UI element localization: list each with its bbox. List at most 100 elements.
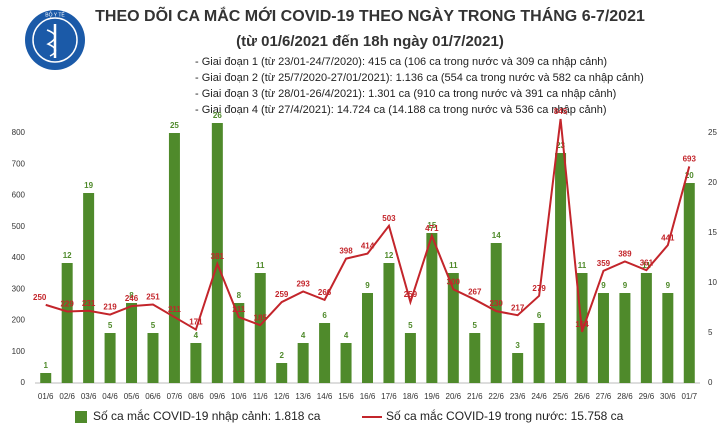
y2-tick-label: 20	[708, 178, 717, 187]
x-tick-label: 16/6	[360, 392, 376, 401]
bar	[683, 183, 695, 383]
note: - Giai đoạn 1 (từ 23/01-24/7/2020): 415 …	[195, 56, 607, 68]
bar	[211, 123, 223, 383]
x-tick-label: 21/6	[467, 392, 483, 401]
line-value-label: 267	[468, 288, 482, 297]
bar-value-label: 12	[384, 251, 393, 260]
bar	[469, 333, 481, 383]
x-tick-label: 04/6	[102, 392, 118, 401]
line-value-label: 231	[82, 299, 96, 308]
y-tick-label: 300	[12, 284, 26, 293]
x-tick-label: 19/6	[424, 392, 440, 401]
x-tick-label: 01/7	[681, 392, 697, 401]
line-value-label: 503	[382, 214, 396, 223]
x-tick-label: 27/6	[596, 392, 612, 401]
line-value-label: 171	[189, 318, 203, 327]
x-tick-label: 17/6	[381, 392, 397, 401]
x-tick-label: 05/6	[124, 392, 140, 401]
bar	[40, 373, 52, 383]
bar	[426, 233, 438, 383]
legend-label: Số ca mắc COVID-19 trong nước: 15.758 ca	[386, 408, 624, 423]
bar-value-label: 20	[685, 171, 694, 180]
bar-value-label: 25	[170, 121, 179, 130]
x-tick-label: 14/6	[317, 392, 333, 401]
line-value-label: 217	[511, 303, 525, 312]
line	[45, 118, 691, 333]
x-tick-label: 12/6	[274, 392, 290, 401]
bar	[555, 153, 567, 383]
line-value-label: 211	[168, 305, 181, 314]
x-tick-label: 02/6	[59, 392, 75, 401]
bar	[619, 293, 631, 383]
line-value-label: 266	[318, 288, 332, 297]
line-value-label: 389	[618, 250, 632, 259]
y-tick-label: 600	[12, 191, 26, 200]
y2-tick-label: 10	[708, 278, 717, 287]
y-tick-label: 0	[21, 378, 26, 387]
x-tick-label: 06/6	[145, 392, 161, 401]
bar	[640, 273, 652, 383]
bar	[168, 133, 180, 383]
x-tick-label: 01/6	[38, 392, 54, 401]
bar-value-label: 9	[666, 281, 671, 290]
x-tick-label: 28/6	[617, 392, 633, 401]
line-value-label: 259	[275, 290, 289, 299]
line-value-label: 164	[575, 320, 589, 329]
x-tick-label: 15/6	[338, 392, 354, 401]
bar-value-label: 14	[492, 231, 501, 240]
x-tick-label: 30/6	[660, 392, 676, 401]
bar-value-label: 11	[578, 261, 587, 270]
x-tick-label: 07/6	[167, 392, 183, 401]
line-value-label: 471	[425, 224, 439, 233]
x-tick-label: 24/6	[531, 392, 547, 401]
x-tick-label: 29/6	[639, 392, 655, 401]
y-tick-label: 800	[12, 128, 26, 137]
bar-value-label: 4	[301, 331, 306, 340]
line-value-label: 246	[125, 294, 139, 303]
x-tick-label: 13/6	[295, 392, 311, 401]
x-tick-label: 23/6	[510, 392, 526, 401]
bar-value-label: 8	[237, 291, 242, 300]
bar	[340, 343, 352, 383]
bar-value-label: 19	[84, 181, 93, 190]
x-tick-label: 20/6	[446, 392, 462, 401]
bar-value-label: 9	[623, 281, 628, 290]
line-value-label: 361	[640, 258, 654, 267]
bar	[512, 353, 524, 383]
y2-tick-label: 25	[708, 128, 717, 137]
note: - Giai đoạn 4 (từ 27/4/2021): 14.724 ca …	[195, 104, 606, 116]
line-value-label: 185	[254, 313, 268, 322]
bar-value-label: 4	[344, 331, 349, 340]
note: - Giai đoạn 3 (từ 28/01-26/4/2021): 1.30…	[195, 88, 616, 100]
y2-tick-label: 5	[708, 328, 713, 337]
bar	[319, 323, 331, 383]
line-value-label: 279	[532, 284, 546, 293]
bar	[404, 333, 416, 383]
x-tick-label: 11/6	[253, 392, 269, 401]
x-tick-label: 03/6	[81, 392, 97, 401]
bar-value-label: 5	[151, 321, 156, 330]
logo-text: BỘ Y TẾ	[45, 11, 65, 18]
bar-value-label: 4	[194, 331, 199, 340]
bar-value-label: 11	[449, 261, 458, 270]
bar-value-label: 11	[642, 261, 651, 270]
line-value-label: 300	[447, 277, 461, 286]
line-value-label: 250	[33, 293, 47, 302]
x-tick-label: 18/6	[403, 392, 419, 401]
bar	[362, 293, 373, 383]
note: - Giai đoạn 2 (từ 25/7/2020-27/01/2021):…	[195, 72, 644, 84]
x-tick-label: 09/6	[210, 392, 226, 401]
bar	[276, 363, 288, 383]
bar-value-label: 6	[322, 311, 327, 320]
bar-value-label: 5	[473, 321, 478, 330]
line-value-label: 293	[296, 280, 310, 289]
line-value-label: 441	[661, 233, 675, 242]
bar	[447, 273, 459, 383]
line-value-label: 229	[60, 300, 74, 309]
chart-title: THEO DÕI CA MẮC MỚI COVID-19 THEO NGÀY T…	[95, 5, 645, 25]
bar	[490, 243, 502, 383]
bar	[254, 273, 266, 383]
bar-value-label: 5	[408, 321, 413, 330]
line-value-label: 251	[146, 293, 160, 302]
